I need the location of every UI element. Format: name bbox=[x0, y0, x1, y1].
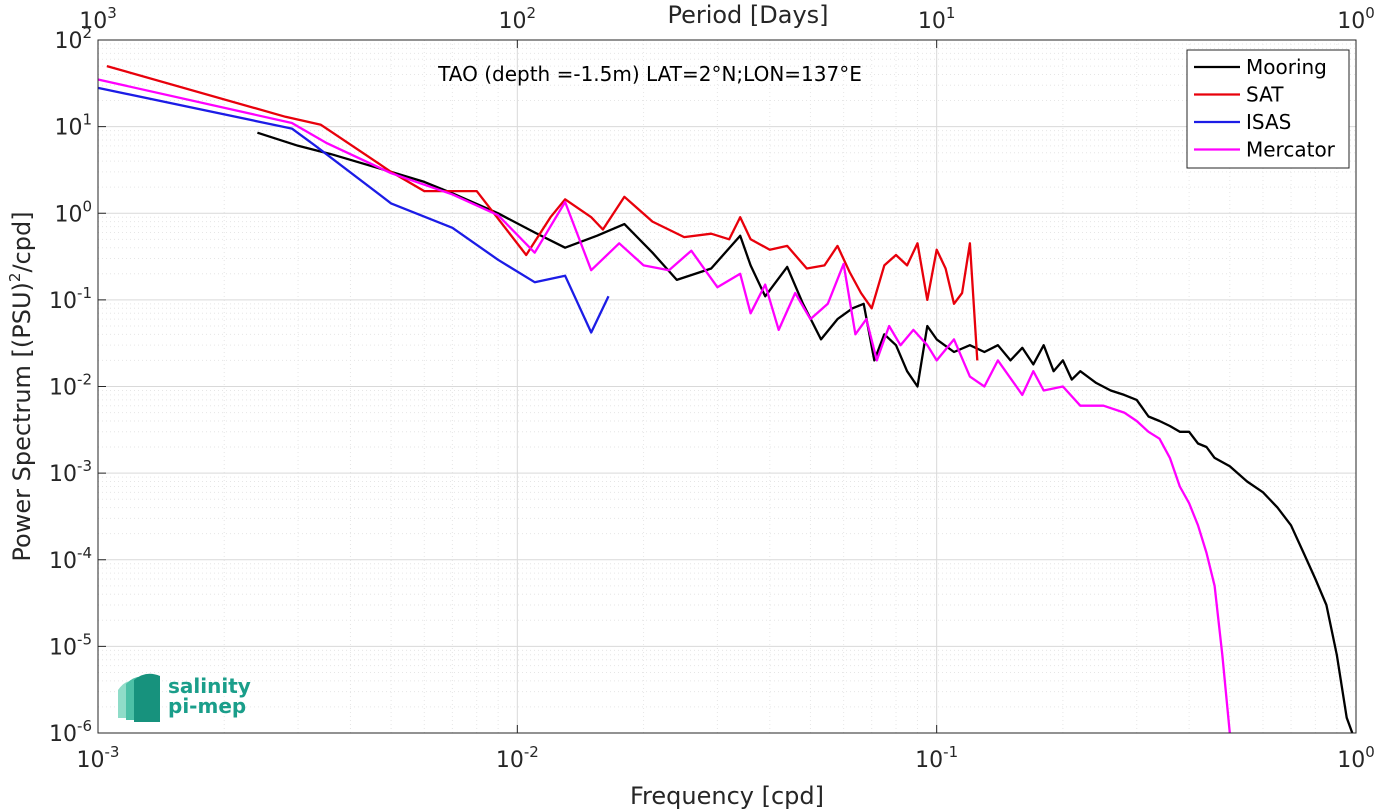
top-tick-label-exponent: 2 bbox=[527, 4, 537, 22]
logo-text-pi-mep: pi-mep bbox=[168, 694, 246, 718]
top-tick-label-base: 10 bbox=[1337, 9, 1365, 34]
y-tick-label: 10-6 bbox=[49, 717, 92, 747]
y-tick-label-base: 10 bbox=[49, 549, 77, 574]
legend-label-isas: ISAS bbox=[1246, 110, 1291, 134]
x-tick-label: 10-3 bbox=[77, 743, 120, 773]
legend-label-sat: SAT bbox=[1246, 83, 1284, 107]
y-tick-label: 10-1 bbox=[49, 284, 92, 314]
y-tick-label-exponent: 1 bbox=[82, 111, 92, 129]
top-tick-label-exponent: 0 bbox=[1365, 4, 1375, 22]
y-tick-label-exponent: -3 bbox=[77, 457, 92, 475]
salinity-pi-mep-logo: salinity pi-mep bbox=[118, 673, 251, 722]
y-tick-label-exponent: -1 bbox=[77, 284, 92, 302]
x-tick-label-base: 10 bbox=[1337, 748, 1365, 773]
y-axis-label-tail: /cpd] bbox=[8, 211, 36, 272]
y-tick-label-exponent: 2 bbox=[82, 24, 92, 42]
x-tick-label-exponent: -1 bbox=[943, 743, 958, 761]
y-tick-label: 101 bbox=[54, 111, 92, 141]
y-axis-label-main: Power Spectrum [(PSU) bbox=[8, 282, 36, 561]
logo-text-salinity: salinity bbox=[168, 674, 251, 698]
legend: Mooring SAT ISAS Mercator bbox=[1186, 49, 1350, 169]
y-tick-label: 100 bbox=[54, 197, 92, 227]
legend-label-mooring: Mooring bbox=[1246, 55, 1327, 79]
top-tick-label-exponent: 1 bbox=[946, 4, 956, 22]
top-tick-label: 102 bbox=[499, 4, 537, 34]
y-tick-label-base: 10 bbox=[49, 635, 77, 660]
y-tick-label: 10-2 bbox=[49, 371, 92, 401]
top-tick-label-base: 10 bbox=[499, 9, 527, 34]
y-tick-label-exponent: -6 bbox=[77, 717, 92, 735]
y-tick-label-base: 10 bbox=[49, 289, 77, 314]
y-tick-label-exponent: -2 bbox=[77, 371, 92, 389]
y-tick-label: 10-5 bbox=[49, 630, 92, 660]
series-line-isas bbox=[97, 86, 610, 334]
y-tick-label-base: 10 bbox=[49, 462, 77, 487]
legend-box bbox=[1186, 49, 1350, 169]
y-tick-label-exponent: -5 bbox=[77, 630, 92, 648]
chart-annotation: TAO (depth =-1.5m) LAT=2°N;LON=137°E bbox=[437, 62, 862, 86]
series-line-mooring bbox=[257, 131, 1354, 734]
x-tick-label-exponent: 0 bbox=[1365, 743, 1375, 761]
series-line-sat bbox=[106, 64, 979, 361]
grid bbox=[98, 40, 1356, 733]
top-tick-label-base: 10 bbox=[79, 9, 107, 34]
y-axis-label: Power Spectrum [(PSU)2/cpd] bbox=[6, 211, 36, 561]
y-axis-label-superscript: 2 bbox=[6, 273, 24, 283]
x-tick-label: 100 bbox=[1337, 743, 1375, 773]
x-tick-label: 10-1 bbox=[915, 743, 958, 773]
x-tick-label-base: 10 bbox=[915, 748, 943, 773]
x-axis-label: Frequency [cpd] bbox=[630, 782, 824, 809]
y-tick-label: 102 bbox=[54, 24, 92, 54]
y-tick-label: 10-4 bbox=[49, 544, 92, 574]
logo-wave-front bbox=[134, 673, 160, 722]
x-tick-label: 10-2 bbox=[496, 743, 539, 773]
x-tick-label-base: 10 bbox=[496, 748, 524, 773]
y-tick-label-base: 10 bbox=[49, 722, 77, 747]
y-tick-label: 10-3 bbox=[49, 457, 92, 487]
x-tick-label-exponent: -3 bbox=[105, 743, 120, 761]
x-tick-label-exponent: -2 bbox=[524, 743, 539, 761]
top-tick-label-exponent: 3 bbox=[107, 4, 117, 22]
y-tick-label-exponent: -4 bbox=[77, 544, 92, 562]
top-tick-label-base: 10 bbox=[918, 9, 946, 34]
series-layer bbox=[97, 64, 1354, 734]
legend-label-mercator: Mercator bbox=[1246, 138, 1336, 162]
y-tick-label-base: 10 bbox=[54, 29, 82, 54]
y-tick-label-base: 10 bbox=[54, 116, 82, 141]
y-tick-label-base: 10 bbox=[54, 202, 82, 227]
y-tick-label-exponent: 0 bbox=[82, 197, 92, 215]
top-tick-label: 100 bbox=[1337, 4, 1375, 34]
top-tick-label: 103 bbox=[79, 4, 117, 34]
series-line-mercator bbox=[97, 78, 1231, 734]
x-tick-label-base: 10 bbox=[77, 748, 105, 773]
top-axis-label: Period [Days] bbox=[667, 1, 828, 29]
y-tick-label-base: 10 bbox=[49, 376, 77, 401]
top-tick-label: 101 bbox=[918, 4, 956, 34]
